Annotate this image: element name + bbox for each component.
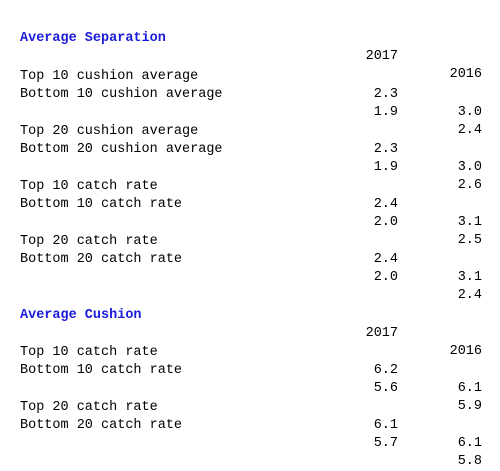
table-row: Bottom 10 cushion average 1.9 2.4: [0, 68, 500, 138]
value-2016: 6.1: [457, 436, 482, 451]
value-2017: 2.4: [373, 252, 398, 267]
table-row: Top 10 catch rate 2.4 3.1: [0, 160, 500, 230]
value-2017: 2.4: [373, 197, 398, 212]
value-2016: 5.8: [457, 454, 482, 469]
table-row: Top 20 cushion average 2.3 3.0: [0, 105, 500, 175]
row-label: Top 20 cushion average: [20, 124, 199, 139]
value-2017: 2.3: [373, 87, 398, 102]
value-2016: 3.0: [457, 105, 482, 120]
row-label: Top 10 catch rate: [20, 179, 158, 194]
value-2016: 3.1: [457, 270, 482, 285]
value-2016: 3.1: [457, 215, 482, 230]
table-row: Top 20 catch rate 2.4 3.1: [0, 215, 500, 285]
row-label: Top 10 cushion average: [20, 69, 199, 84]
value-2017: 2.3: [373, 142, 398, 157]
row-label: Top 10 catch rate: [20, 345, 158, 360]
row-label: Top 20 catch rate: [20, 400, 158, 415]
value-2016: 5.9: [457, 399, 482, 414]
table-row: Bottom 20 catch rate 5.7 5.8: [0, 399, 500, 469]
value-2016: 2.4: [457, 288, 482, 303]
row-label: Top 20 catch rate: [20, 234, 158, 249]
value-2017: 2.0: [373, 215, 398, 230]
value-2016: 6.1: [457, 381, 482, 396]
value-2016: 2.6: [457, 178, 482, 193]
section-title: Average Cushion: [20, 308, 142, 323]
row-label: Bottom 10 catch rate: [20, 197, 183, 212]
table-row: Top 10 cushion average 2.3 3.0: [0, 50, 500, 120]
value-2016: 3.0: [457, 160, 482, 175]
value-2017: 5.7: [373, 436, 398, 451]
table-row: Bottom 10 catch rate 2.0 2.5: [0, 178, 500, 248]
year-header-2016: 2016: [449, 67, 482, 82]
value-2016: 2.5: [457, 233, 482, 248]
value-2017: 1.9: [373, 105, 398, 120]
row-label: Bottom 10 cushion average: [20, 87, 223, 102]
value-2017: 1.9: [373, 160, 398, 175]
table-row: Bottom 20 catch rate 2.0 2.4: [0, 233, 500, 303]
row-label: Bottom 20 cushion average: [20, 142, 223, 157]
value-2017: 5.6: [373, 381, 398, 396]
row-label: Bottom 20 catch rate: [20, 252, 183, 267]
row-label: Bottom 20 catch rate: [20, 418, 183, 433]
table-row: Bottom 20 cushion average 1.9 2.6: [0, 123, 500, 193]
table-row: Top 20 catch rate 6.1 6.1: [0, 381, 500, 451]
year-header-2016: 2016: [449, 344, 482, 359]
row-label: Bottom 10 catch rate: [20, 363, 183, 378]
table-row: Top 10 catch rate 6.2 6.1: [0, 326, 500, 396]
section-header-separation: Average Separation 2017 2016: [0, 12, 500, 82]
value-2017: 6.2: [373, 363, 398, 378]
year-header-2017: 2017: [365, 326, 398, 341]
year-header-2017: 2017: [365, 49, 398, 64]
section-title: Average Separation: [20, 31, 166, 46]
value-2017: 6.1: [373, 418, 398, 433]
value-2016: 2.4: [457, 123, 482, 138]
section-header-cushion: Average Cushion 2017 2016: [0, 289, 500, 359]
page: { "accent_color": "#1a1adb", "sections":…: [0, 12, 500, 469]
value-2017: 2.0: [373, 270, 398, 285]
table-row: Bottom 10 catch rate 5.6 5.9: [0, 344, 500, 414]
